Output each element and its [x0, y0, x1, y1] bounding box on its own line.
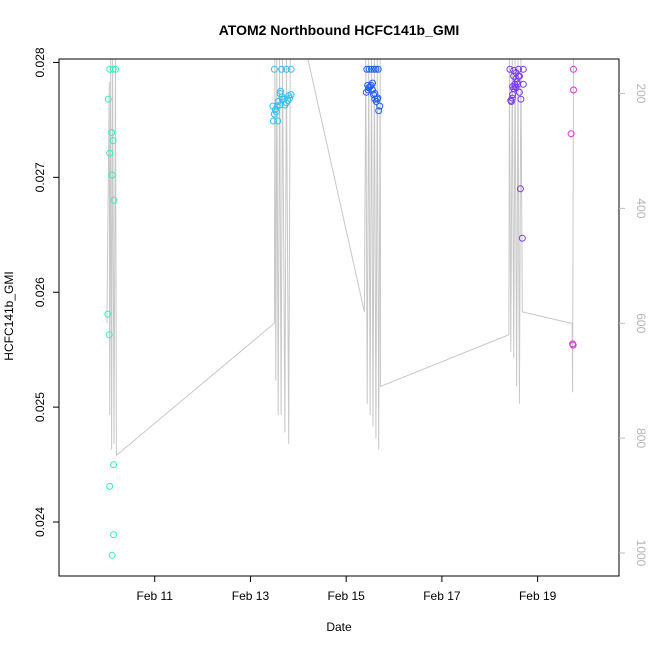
data-point-series-1 [105, 331, 113, 339]
y-tick-label: 0.028 [33, 47, 47, 77]
y-tick-label: 0.024 [33, 507, 47, 537]
y2-tick-label: 600 [634, 313, 648, 333]
x-tick-label: Feb 17 [423, 589, 461, 603]
scatter-points [104, 65, 577, 559]
data-point-series-4 [515, 65, 522, 73]
data-point-series-5 [569, 341, 577, 349]
y-axis: 0.024 0.025 0.026 0.027 0.028 [33, 47, 59, 537]
x-axis-label: Date [326, 620, 352, 634]
data-point-series-2 [269, 102, 277, 110]
data-point-series-1 [104, 95, 112, 103]
data-point-series-2 [279, 95, 286, 103]
x-axis: Feb 11 Feb 13 Feb 15 Feb 17 Feb 19 [136, 576, 557, 603]
x-tick-label: Feb 19 [519, 589, 557, 603]
data-point-series-1 [106, 149, 114, 157]
data-point-series-3 [374, 65, 382, 73]
data-point-series-3 [370, 65, 378, 73]
data-point-series-2 [270, 65, 278, 73]
chart-title: ATOM2 Northbound HCFC141b_GMI [219, 22, 460, 38]
data-point-series-2 [287, 91, 295, 99]
data-point-series-4 [512, 84, 520, 92]
data-point-series-2 [287, 65, 295, 73]
data-point-series-2 [269, 117, 277, 125]
data-point-series-2 [276, 101, 284, 109]
data-point-series-2 [286, 94, 294, 102]
y-tick-label: 0.026 [33, 277, 47, 307]
data-point-series-1 [109, 65, 117, 73]
x-tick-label: Feb 11 [136, 589, 173, 603]
data-point-series-1 [109, 137, 117, 145]
y-tick-label: 0.025 [33, 392, 47, 422]
data-point-series-4 [516, 185, 524, 193]
data-point-series-1 [110, 461, 118, 469]
data-point-series-3 [365, 65, 373, 73]
y2-tick-label: 400 [634, 198, 648, 218]
data-point-series-1 [108, 551, 116, 559]
data-point-series-5 [567, 130, 575, 138]
data-point-series-3 [372, 65, 380, 73]
data-point-series-2 [282, 65, 290, 73]
data-point-series-3 [369, 86, 376, 94]
data-point-series-1 [112, 65, 119, 73]
data-point-series-3 [375, 107, 383, 115]
altitude-trace-line [106, 58, 574, 457]
data-point-series-4 [519, 80, 527, 88]
data-point-series-3 [367, 81, 375, 89]
data-point-series-4 [515, 88, 523, 96]
data-point-series-4 [511, 83, 519, 91]
data-point-series-4 [519, 65, 527, 73]
data-point-series-4 [509, 83, 517, 91]
y2-tick-label: 800 [634, 428, 648, 448]
data-point-series-4 [508, 94, 516, 102]
data-point-series-1 [106, 482, 114, 490]
secondary-y-axis: 200 400 600 800 1000 [619, 83, 648, 567]
y2-tick-label: 200 [634, 83, 648, 103]
data-point-series-4 [518, 234, 526, 242]
y2-tick-label: 1000 [634, 540, 648, 567]
data-point-series-2 [284, 96, 292, 104]
x-tick-label: Feb 15 [327, 589, 365, 603]
data-point-series-3 [374, 94, 382, 102]
data-point-series-1 [110, 531, 118, 539]
data-point-series-1 [104, 310, 112, 318]
data-point-series-1 [108, 129, 116, 136]
data-point-series-4 [506, 65, 514, 73]
y-tick-label: 0.027 [33, 162, 47, 192]
data-point-series-3 [368, 65, 375, 73]
data-point-series-2 [277, 87, 285, 95]
data-point-series-5 [570, 86, 577, 94]
data-point-series-3 [363, 65, 371, 73]
data-point-series-3 [376, 102, 384, 110]
altitude-trace [106, 58, 574, 457]
data-point-series-1 [110, 196, 118, 204]
data-point-series-3 [370, 91, 377, 99]
x-tick-label: Feb 13 [232, 589, 270, 603]
data-point-series-5 [570, 65, 577, 73]
data-point-series-3 [364, 81, 372, 89]
data-point-series-2 [270, 110, 278, 118]
data-point-series-1 [108, 171, 116, 179]
plot-area-border [58, 58, 620, 577]
data-point-series-2 [278, 65, 286, 73]
data-point-series-4 [517, 95, 525, 103]
data-point-series-2 [274, 117, 282, 125]
data-point-series-2 [272, 108, 280, 116]
y-axis-label: HCFC141b_GMI [2, 271, 16, 360]
data-point-series-4 [510, 72, 518, 80]
